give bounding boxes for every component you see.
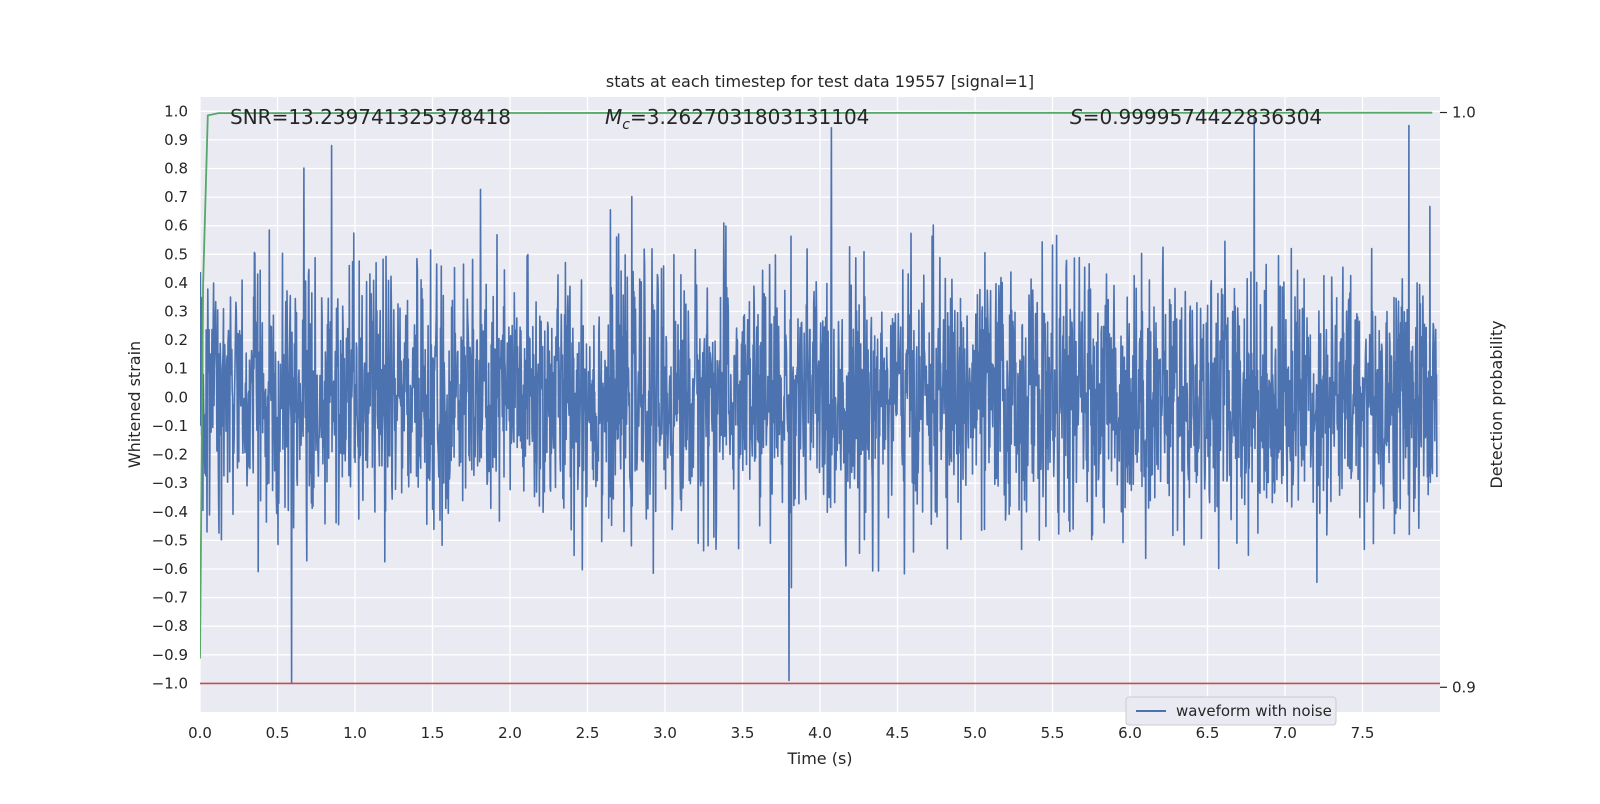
y-tick-label: −0.6 (152, 560, 188, 578)
x-tick-label: 4.5 (886, 724, 910, 742)
snr-label: SNR (230, 105, 272, 129)
y2-tick-label: 0.9 (1452, 678, 1476, 696)
s-value: 0.9999574422836304 (1099, 105, 1322, 129)
chart-title: stats at each timestep for test data 195… (606, 72, 1034, 91)
y-tick-label: −0.7 (152, 589, 188, 607)
s-label: S (1070, 105, 1083, 129)
series-line-detection-probability (200, 111, 1433, 659)
legend-entry-waveform: waveform with noise (1176, 702, 1332, 720)
x-tick-label: 7.5 (1351, 724, 1375, 742)
y-tick-label: 0.3 (164, 303, 188, 321)
y-axis-label-right: Detection probability (1487, 320, 1506, 488)
snr-annotation: SNR=13.239741325378418 (230, 105, 511, 129)
x-axis-label: Time (s) (786, 749, 852, 768)
y-tick-label: 0.4 (164, 274, 188, 292)
y-tick-label: −0.9 (152, 646, 188, 664)
x-tick-label: 3.5 (731, 724, 755, 742)
mc-value: 3.2627031803131104 (647, 105, 870, 129)
x-tick-label: 2.5 (576, 724, 600, 742)
legend-box (1125, 696, 1337, 726)
y-tick-label: 0.1 (164, 360, 188, 378)
axes: 0.0 0.5 1.0 1.5 2.0 2.5 3.0 3.5 4.0 4.5 5.0 5.5 6.0 6… (152, 102, 1476, 742)
y-tick-label: −0.3 (152, 474, 188, 492)
x-tick-label: 7.0 (1273, 724, 1297, 742)
x-tick-label: 0.5 (266, 724, 290, 742)
score-annotation: S=0.9999574422836304 (1070, 105, 1322, 129)
chirp-mass-annotation: Mc=3.2627031803131104 (605, 105, 869, 133)
x-tick-label: 1.0 (343, 724, 367, 742)
x-tick-label: 6.5 (1196, 724, 1220, 742)
x-tick-label: 4.0 (808, 724, 832, 742)
y-tick-label: 0.5 (164, 245, 188, 263)
mc-subscript: c (622, 117, 630, 133)
legend: waveform with noise (1125, 696, 1337, 726)
x-tick-label: 5.5 (1041, 724, 1065, 742)
x-tick-label: 1.5 (421, 724, 445, 742)
y2-tick-label: 1.0 (1452, 104, 1476, 122)
y-tick-label: 1.0 (164, 102, 188, 120)
y-tick-label: 0.2 (164, 331, 188, 349)
y-tick-label: −0.1 (152, 417, 188, 435)
data-layer (200, 111, 1440, 685)
y-tick-label: −0.4 (152, 503, 188, 521)
x-tick-label: 5.0 (963, 724, 987, 742)
x-tick-label: 2.0 (498, 724, 522, 742)
y-tick-label: −0.5 (152, 531, 188, 549)
series-line-waveform (200, 116, 1438, 685)
y-axis-label: Whitened strain (125, 341, 144, 468)
y-tick-label: 0.0 (164, 388, 188, 406)
x-tick-label: 3.0 (653, 724, 677, 742)
y-tick-label: −1.0 (152, 674, 188, 692)
y-tick-label: 0.8 (164, 160, 188, 178)
y-tick-label: 0.6 (164, 217, 188, 235)
mc-label: M (605, 105, 622, 129)
y-tick-label: −0.8 (152, 617, 188, 635)
y-tick-label: 0.7 (164, 188, 188, 206)
snr-value: 13.239741325378418 (288, 105, 511, 129)
x-tick-label: 6.0 (1118, 724, 1142, 742)
x-tick-label: 0.0 (188, 724, 212, 742)
y-tick-label: −0.2 (152, 446, 188, 464)
y-tick-label: 0.9 (164, 131, 188, 149)
